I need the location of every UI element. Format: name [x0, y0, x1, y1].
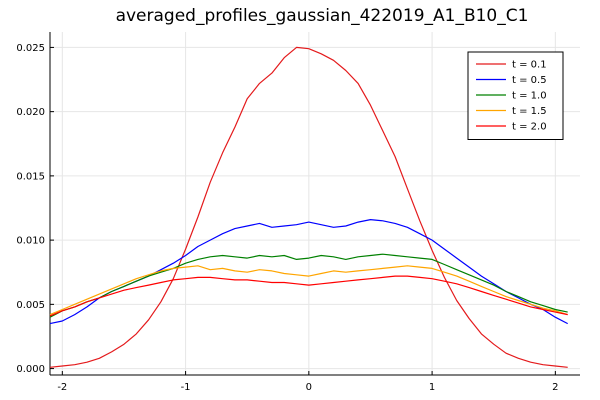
legend: t = 0.1 t = 0.5 t = 1.0 t = 1.5 t = 2.0 [467, 51, 564, 140]
legend-label: t = 1.0 [512, 91, 547, 102]
x-tick-label: 2 [552, 382, 558, 393]
legend-label: t = 0.1 [512, 60, 547, 71]
series-line-1 [49, 46, 568, 368]
y-tick-label: 0.020 [16, 107, 45, 118]
y-tick-label: 0.025 [16, 43, 45, 54]
y-tick-label: 0.015 [16, 171, 45, 182]
x-tick-label: -2 [57, 382, 67, 393]
legend-label: t = 2.0 [512, 122, 547, 133]
series-line-3 [49, 253, 568, 318]
legend-box [467, 51, 564, 140]
legend-label: t = 0.5 [512, 75, 547, 86]
x-tick-label: 0 [306, 382, 312, 393]
series-line-5 [49, 275, 568, 317]
y-tick-label: 0.000 [16, 364, 45, 375]
chart-title: averaged_profiles_gaussian_422019_A1_B10… [116, 6, 529, 26]
axes: -2 -1 0 1 2 0.000 0.005 0.010 0.015 0.020 0.025 [16, 32, 580, 393]
series [49, 46, 568, 368]
x-tick-label: 1 [429, 382, 435, 393]
legend-label: t = 1.5 [512, 106, 547, 117]
y-tick-label: 0.010 [16, 236, 45, 247]
y-tick-label: 0.005 [16, 300, 45, 311]
series-line-4 [49, 265, 568, 316]
x-tick-label: -1 [181, 382, 191, 393]
